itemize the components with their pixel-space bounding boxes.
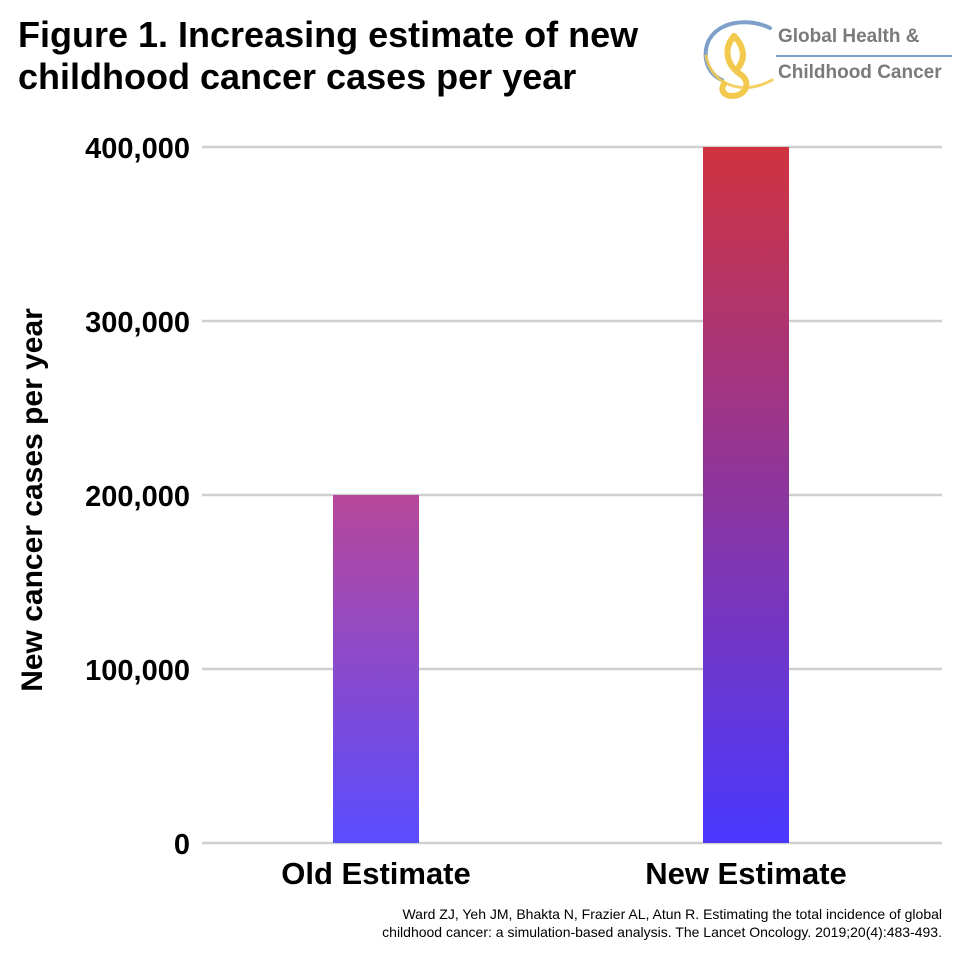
bar-old-estimate (333, 495, 419, 843)
y-tick-label: 200,000 (85, 481, 190, 513)
logo-text-line-2: Childhood Cancer (778, 62, 942, 83)
y-axis-label: New cancer cases per year (16, 308, 49, 692)
chart-title: Figure 1. Increasing estimate of new chi… (18, 14, 698, 98)
citation-line-2: childhood cancer: a simulation-based ana… (382, 924, 942, 940)
x-tick-label: Old Estimate (281, 856, 471, 891)
gridlines (202, 145, 942, 845)
y-tick-label: 0 (174, 829, 190, 861)
x-axis-tick-labels: Old Estimate New Estimate (281, 856, 847, 891)
y-tick-label: 400,000 (85, 133, 190, 165)
y-tick-label: 100,000 (85, 655, 190, 687)
chart-title-line-1: Figure 1. Increasing estimate of new (18, 14, 639, 55)
logo-text-line-1: Global Health & (778, 26, 920, 47)
organization-logo: Global Health & Childhood Cancer (700, 16, 955, 100)
y-tick-label: 300,000 (85, 307, 190, 339)
citation-line-1: Ward ZJ, Yeh JM, Bhakta N, Frazier AL, A… (402, 906, 942, 922)
bars (333, 147, 789, 843)
chart-title-line-2: childhood cancer cases per year (18, 56, 577, 97)
logo-divider (776, 55, 952, 57)
y-axis-tick-labels: 0 100,000 200,000 300,000 400,000 (85, 133, 190, 861)
bar-chart: 0 100,000 200,000 300,000 400,000 Old Estima… (16, 133, 942, 891)
bar-new-estimate (703, 147, 789, 843)
x-tick-label: New Estimate (645, 856, 847, 891)
citation: Ward ZJ, Yeh JM, Bhakta N, Frazier AL, A… (242, 905, 942, 941)
ribbon-logo-icon (703, 20, 774, 100)
